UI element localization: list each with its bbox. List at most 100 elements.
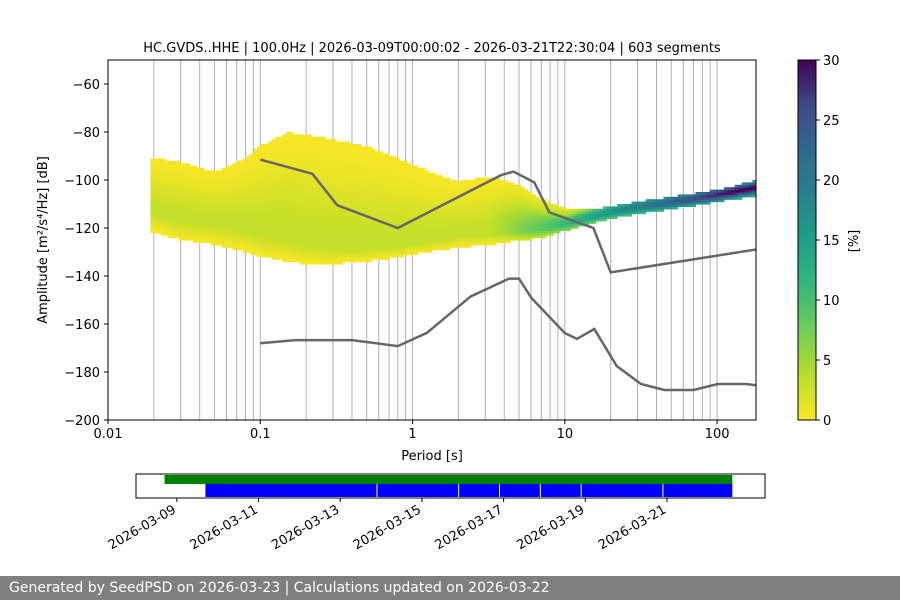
psd-cell: [357, 199, 362, 203]
psd-cell: [403, 170, 408, 174]
psd-cell: [531, 232, 536, 236]
psd-cell: [239, 208, 244, 212]
psd-cell: [157, 184, 162, 188]
psd-cell: [631, 208, 636, 212]
psd-cell: [221, 213, 226, 217]
psd-cell: [481, 218, 486, 222]
psd-cell: [253, 194, 258, 198]
psd-cell: [228, 180, 233, 183]
psd-cell: [278, 136, 283, 140]
psd-cell: [666, 199, 672, 203]
psd-cell: [193, 218, 198, 222]
psd-cell: [414, 232, 419, 236]
psd-cell: [428, 196, 433, 200]
psd-cell: [335, 177, 340, 181]
psd-cell: [171, 177, 176, 181]
psd-cell: [317, 242, 323, 246]
psd-cell: [221, 180, 226, 183]
psd-cell: [371, 247, 376, 251]
psd-cell: [239, 244, 244, 248]
psd-cell: [581, 216, 586, 219]
psd-cell: [310, 232, 315, 236]
psd-cell: [374, 158, 380, 162]
psd-cell: [300, 249, 305, 253]
psd-cell: [421, 225, 426, 229]
psd-cell: [471, 182, 476, 186]
psd-cell: [207, 187, 212, 191]
psd-cell: [357, 168, 362, 171]
psd-cell: [271, 187, 276, 191]
psd-cell: [275, 216, 280, 219]
psd-cell: [360, 242, 365, 246]
psd-cell: [528, 204, 533, 207]
psd-cell: [207, 204, 212, 207]
psd-cell: [613, 206, 618, 210]
psd-cell: [396, 242, 401, 246]
psd-cell: [524, 204, 529, 207]
psd-cell: [663, 196, 668, 200]
psd-cell: [642, 204, 647, 207]
psd-cell: [410, 249, 415, 253]
psd-cell: [403, 201, 408, 205]
psd-cell: [196, 232, 201, 236]
psd-cell: [524, 211, 529, 215]
psd-cell: [317, 247, 323, 251]
psd-cell: [246, 168, 251, 171]
psd-cell: [542, 208, 547, 212]
psd-cell: [656, 208, 661, 212]
psd-cell: [406, 194, 412, 198]
psd-cell: [171, 213, 176, 217]
psd-cell: [392, 230, 397, 234]
psd-cell: [471, 230, 476, 234]
psd-cell: [186, 237, 191, 241]
psd-cell: [310, 242, 315, 246]
psd-cell: [175, 228, 180, 231]
psd-cell: [257, 189, 262, 193]
psd-cell: [264, 192, 269, 195]
psd-cell: [467, 230, 472, 234]
psd-cell: [178, 232, 184, 236]
psd-cell: [289, 139, 294, 143]
psd-cell: [203, 177, 209, 181]
psd-cell: [503, 194, 508, 198]
psd-cell: [257, 254, 262, 258]
psd-cell: [381, 199, 387, 203]
psd-cell: [499, 180, 504, 183]
psd-cell: [168, 184, 173, 188]
psd-cell: [171, 230, 176, 234]
psd-cell: [186, 216, 191, 219]
psd-cell: [364, 247, 369, 251]
psd-cell: [310, 141, 315, 145]
psd-cell: [310, 237, 315, 241]
psd-cell: [410, 244, 415, 248]
psd-cell: [449, 187, 454, 191]
psd-cell: [367, 192, 372, 195]
psd-cell: [627, 204, 632, 207]
psd-cell: [349, 158, 355, 162]
psd-cell: [474, 225, 479, 229]
psd-cell: [285, 148, 290, 152]
psd-cell: [193, 206, 198, 210]
x-tick-label: 10: [557, 427, 574, 442]
psd-cell: [260, 235, 266, 239]
psd-cell: [606, 213, 611, 217]
psd-cell: [278, 247, 283, 251]
psd-cell: [260, 160, 266, 164]
psd-cell: [257, 170, 262, 174]
psd-cell: [164, 223, 169, 227]
psd-cell: [374, 151, 380, 155]
psd-cell: [189, 213, 194, 217]
psd-cell: [243, 223, 248, 227]
psd-cell: [378, 189, 383, 193]
psd-cell: [335, 182, 340, 186]
psd-cell: [268, 175, 273, 179]
psd-cell: [453, 201, 458, 205]
psd-cell: [485, 216, 490, 219]
psd-cell: [253, 206, 258, 210]
psd-cell: [278, 242, 283, 246]
psd-cell: [310, 259, 315, 263]
psd-cell: [367, 232, 372, 236]
psd-cell: [268, 192, 273, 195]
psd-cell: [734, 192, 739, 195]
psd-cell: [417, 194, 422, 198]
